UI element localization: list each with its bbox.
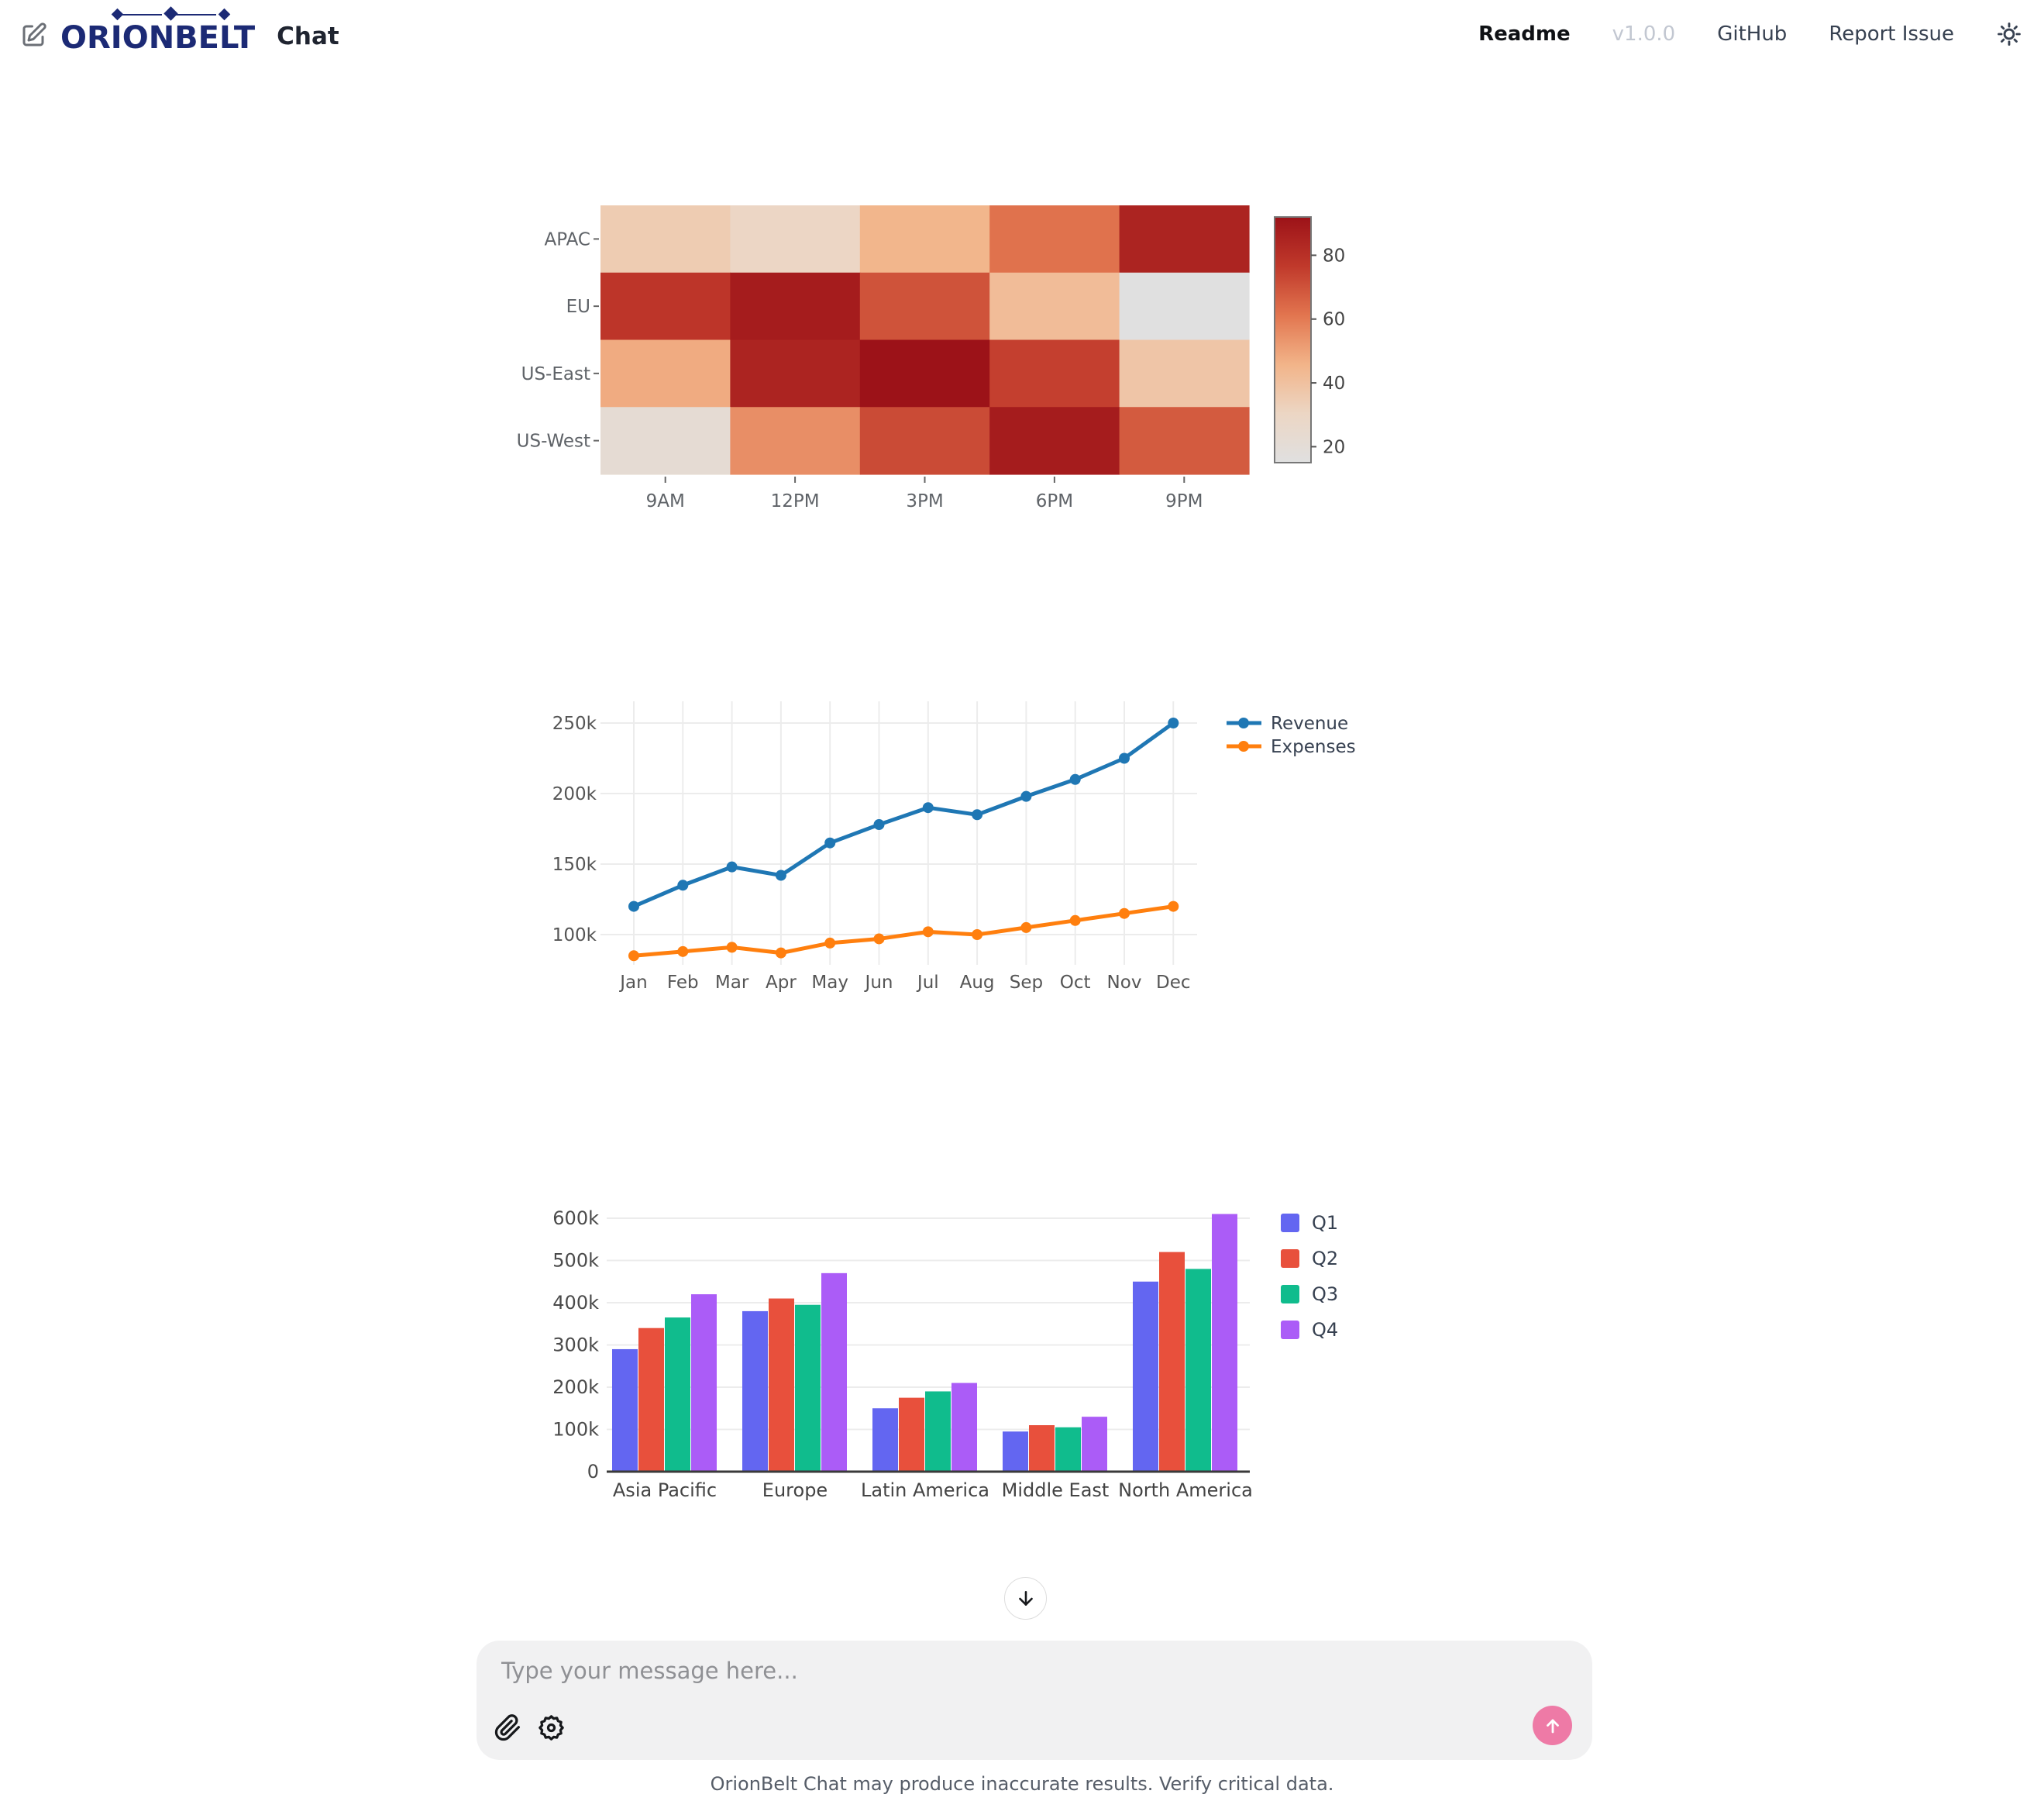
svg-text:Europe: Europe bbox=[762, 1479, 828, 1501]
message-input[interactable] bbox=[501, 1658, 1493, 1707]
svg-text:Asia Pacific: Asia Pacific bbox=[613, 1479, 717, 1501]
constellation-line bbox=[175, 14, 216, 15]
composer-settings-button[interactable] bbox=[537, 1712, 568, 1743]
svg-text:Q4: Q4 bbox=[1312, 1319, 1338, 1341]
svg-text:100k: 100k bbox=[552, 1419, 599, 1441]
svg-text:Latin America: Latin America bbox=[861, 1479, 989, 1501]
svg-text:Apr: Apr bbox=[766, 973, 797, 993]
heatmap-chart: APAC EU US-East US-West 9AM 12PM 3PM 6PM 9PM 20 40… bbox=[511, 186, 1387, 519]
svg-text:Nov: Nov bbox=[1107, 973, 1142, 993]
svg-text:Jun: Jun bbox=[864, 973, 893, 993]
svg-text:Jan: Jan bbox=[618, 973, 647, 993]
constellation-star-icon bbox=[218, 8, 231, 21]
svg-text:Revenue: Revenue bbox=[1271, 714, 1348, 734]
svg-text:600k: 600k bbox=[552, 1207, 599, 1229]
svg-text:Middle East: Middle East bbox=[1002, 1479, 1110, 1501]
svg-text:Mar: Mar bbox=[715, 973, 749, 993]
svg-text:EU: EU bbox=[566, 297, 590, 317]
arrow-up-icon bbox=[1546, 1719, 1559, 1733]
header-nav: Readme v1.0.0 GitHub Report Issue bbox=[1478, 21, 2044, 47]
svg-text:20: 20 bbox=[1323, 437, 1345, 457]
nav-version-label: v1.0.0 bbox=[1612, 22, 1676, 46]
svg-text:US-East: US-East bbox=[521, 364, 590, 384]
nav-github[interactable]: GitHub bbox=[1717, 22, 1788, 46]
nav-report-issue[interactable]: Report Issue bbox=[1829, 22, 1954, 46]
svg-text:0: 0 bbox=[587, 1461, 599, 1482]
svg-text:250k: 250k bbox=[552, 714, 597, 734]
svg-text:12PM: 12PM bbox=[771, 491, 820, 511]
edit-pencil-logo-icon bbox=[19, 22, 47, 50]
constellation-line bbox=[120, 14, 162, 15]
svg-text:Dec: Dec bbox=[1156, 973, 1191, 993]
arrow-down-icon bbox=[1018, 1590, 1033, 1606]
nav-readme[interactable]: Readme bbox=[1478, 22, 1571, 46]
svg-text:Expenses: Expenses bbox=[1271, 737, 1356, 757]
svg-text:North America: North America bbox=[1118, 1479, 1253, 1501]
svg-text:40: 40 bbox=[1323, 374, 1345, 394]
paperclip-icon bbox=[494, 1713, 520, 1741]
svg-text:200k: 200k bbox=[552, 1376, 599, 1398]
scroll-to-bottom-button[interactable] bbox=[1004, 1577, 1047, 1620]
svg-text:9AM: 9AM bbox=[646, 491, 685, 511]
svg-text:US-West: US-West bbox=[517, 432, 590, 452]
send-message-button[interactable] bbox=[1533, 1706, 1572, 1745]
svg-text:500k: 500k bbox=[552, 1250, 599, 1272]
attach-file-button[interactable] bbox=[494, 1712, 525, 1743]
bar-chart: 0 100k 200k 300k 400k 500k 600k Asia Pacific Eur… bbox=[542, 1186, 1511, 1519]
svg-text:100k: 100k bbox=[552, 925, 597, 945]
svg-text:200k: 200k bbox=[552, 784, 597, 804]
svg-text:80: 80 bbox=[1323, 246, 1345, 266]
gear-icon bbox=[539, 1714, 564, 1741]
brand: ORIONBELT Chat bbox=[0, 6, 339, 56]
svg-text:Q1: Q1 bbox=[1312, 1212, 1338, 1234]
svg-text:6PM: 6PM bbox=[1036, 491, 1073, 511]
svg-text:Q2: Q2 bbox=[1312, 1248, 1338, 1269]
svg-text:Sep: Sep bbox=[1010, 973, 1043, 993]
svg-text:APAC: APAC bbox=[544, 229, 590, 250]
svg-text:Feb: Feb bbox=[667, 973, 699, 993]
svg-text:May: May bbox=[811, 973, 848, 993]
svg-text:60: 60 bbox=[1323, 310, 1345, 330]
svg-text:Q3: Q3 bbox=[1312, 1283, 1338, 1305]
svg-text:150k: 150k bbox=[552, 855, 597, 875]
message-composer bbox=[477, 1641, 1592, 1760]
line-chart: Jan Feb Mar Apr May Jun Jul Aug Sep Oct Nov Dec 100k… bbox=[542, 682, 1511, 1007]
disclaimer-text: OrionBelt Chat may produce inaccurate re… bbox=[710, 1773, 1334, 1795]
svg-text:300k: 300k bbox=[552, 1334, 599, 1356]
svg-text:9PM: 9PM bbox=[1165, 491, 1203, 511]
page-title: Chat bbox=[277, 22, 339, 50]
svg-text:3PM: 3PM bbox=[906, 491, 943, 511]
header: ORIONBELT Chat Readme v1.0.0 GitHub Repo… bbox=[0, 0, 2044, 68]
theme-toggle-button[interactable] bbox=[1996, 21, 2022, 47]
svg-text:Jul: Jul bbox=[916, 973, 939, 993]
brand-wordmark: ORIONBELT bbox=[60, 6, 256, 56]
svg-text:400k: 400k bbox=[552, 1292, 599, 1314]
brand-text: ORIONBELT bbox=[60, 20, 256, 56]
svg-text:Oct: Oct bbox=[1060, 973, 1091, 993]
sun-icon bbox=[1998, 22, 2021, 46]
svg-text:Aug: Aug bbox=[960, 973, 995, 993]
